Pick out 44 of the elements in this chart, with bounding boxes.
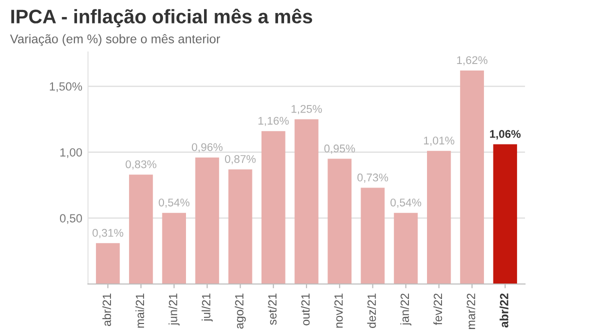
data-label: 0,54% xyxy=(158,198,190,208)
bar xyxy=(294,119,318,284)
x-tick-label: abr/21 xyxy=(102,294,112,326)
data-label: 0,54% xyxy=(390,198,422,208)
bar xyxy=(460,70,484,284)
x-tick-label: nov/21 xyxy=(334,294,343,328)
y-tick-label: 0,50 xyxy=(60,214,82,224)
chart-title: IPCA - inflação oficial mês a mês xyxy=(11,8,312,28)
data-label: 1,06% xyxy=(490,130,521,140)
data-label: 1,16% xyxy=(258,116,289,126)
bar xyxy=(328,158,352,284)
bar xyxy=(394,212,418,284)
data-label: 0,87% xyxy=(224,155,256,164)
data-label: 0,95% xyxy=(324,144,355,154)
data-label: 1,25% xyxy=(292,104,322,114)
y-tick-label: 1,50% xyxy=(50,82,82,92)
x-tick-label: mai/21 xyxy=(135,294,144,328)
data-label: 0,96% xyxy=(192,143,223,152)
x-tick-label: dez/21 xyxy=(367,294,376,328)
bar xyxy=(129,174,153,284)
y-tick-label: 1,00 xyxy=(60,148,82,158)
x-tick-label: jan/22 xyxy=(400,294,412,326)
data-label: 0,73% xyxy=(357,174,388,183)
bar xyxy=(493,144,518,284)
chart-subtitle: Variação (em %) sobre o mês anterior xyxy=(10,34,220,46)
x-tick-label: set/21 xyxy=(268,294,277,325)
bar xyxy=(427,150,451,284)
bar xyxy=(228,169,252,284)
data-label: 1,62% xyxy=(457,56,488,66)
bar xyxy=(195,157,220,284)
x-tick-label: fev/22 xyxy=(433,294,442,326)
data-label: 1,01% xyxy=(424,136,454,146)
x-tick-label: out/21 xyxy=(300,294,310,326)
bar xyxy=(162,212,186,284)
x-tick-label: abr/22 xyxy=(500,294,508,328)
x-tick-label: mar/22 xyxy=(466,294,476,329)
bar xyxy=(96,243,120,284)
x-tick-label: jun/21 xyxy=(168,294,180,326)
x-tick-label: ago/21 xyxy=(234,294,246,329)
bar xyxy=(360,188,385,284)
x-tick-label: jul/21 xyxy=(202,294,213,322)
data-label: 0,83% xyxy=(126,160,156,170)
data-label: 0,31% xyxy=(92,228,124,238)
bar xyxy=(261,131,286,284)
